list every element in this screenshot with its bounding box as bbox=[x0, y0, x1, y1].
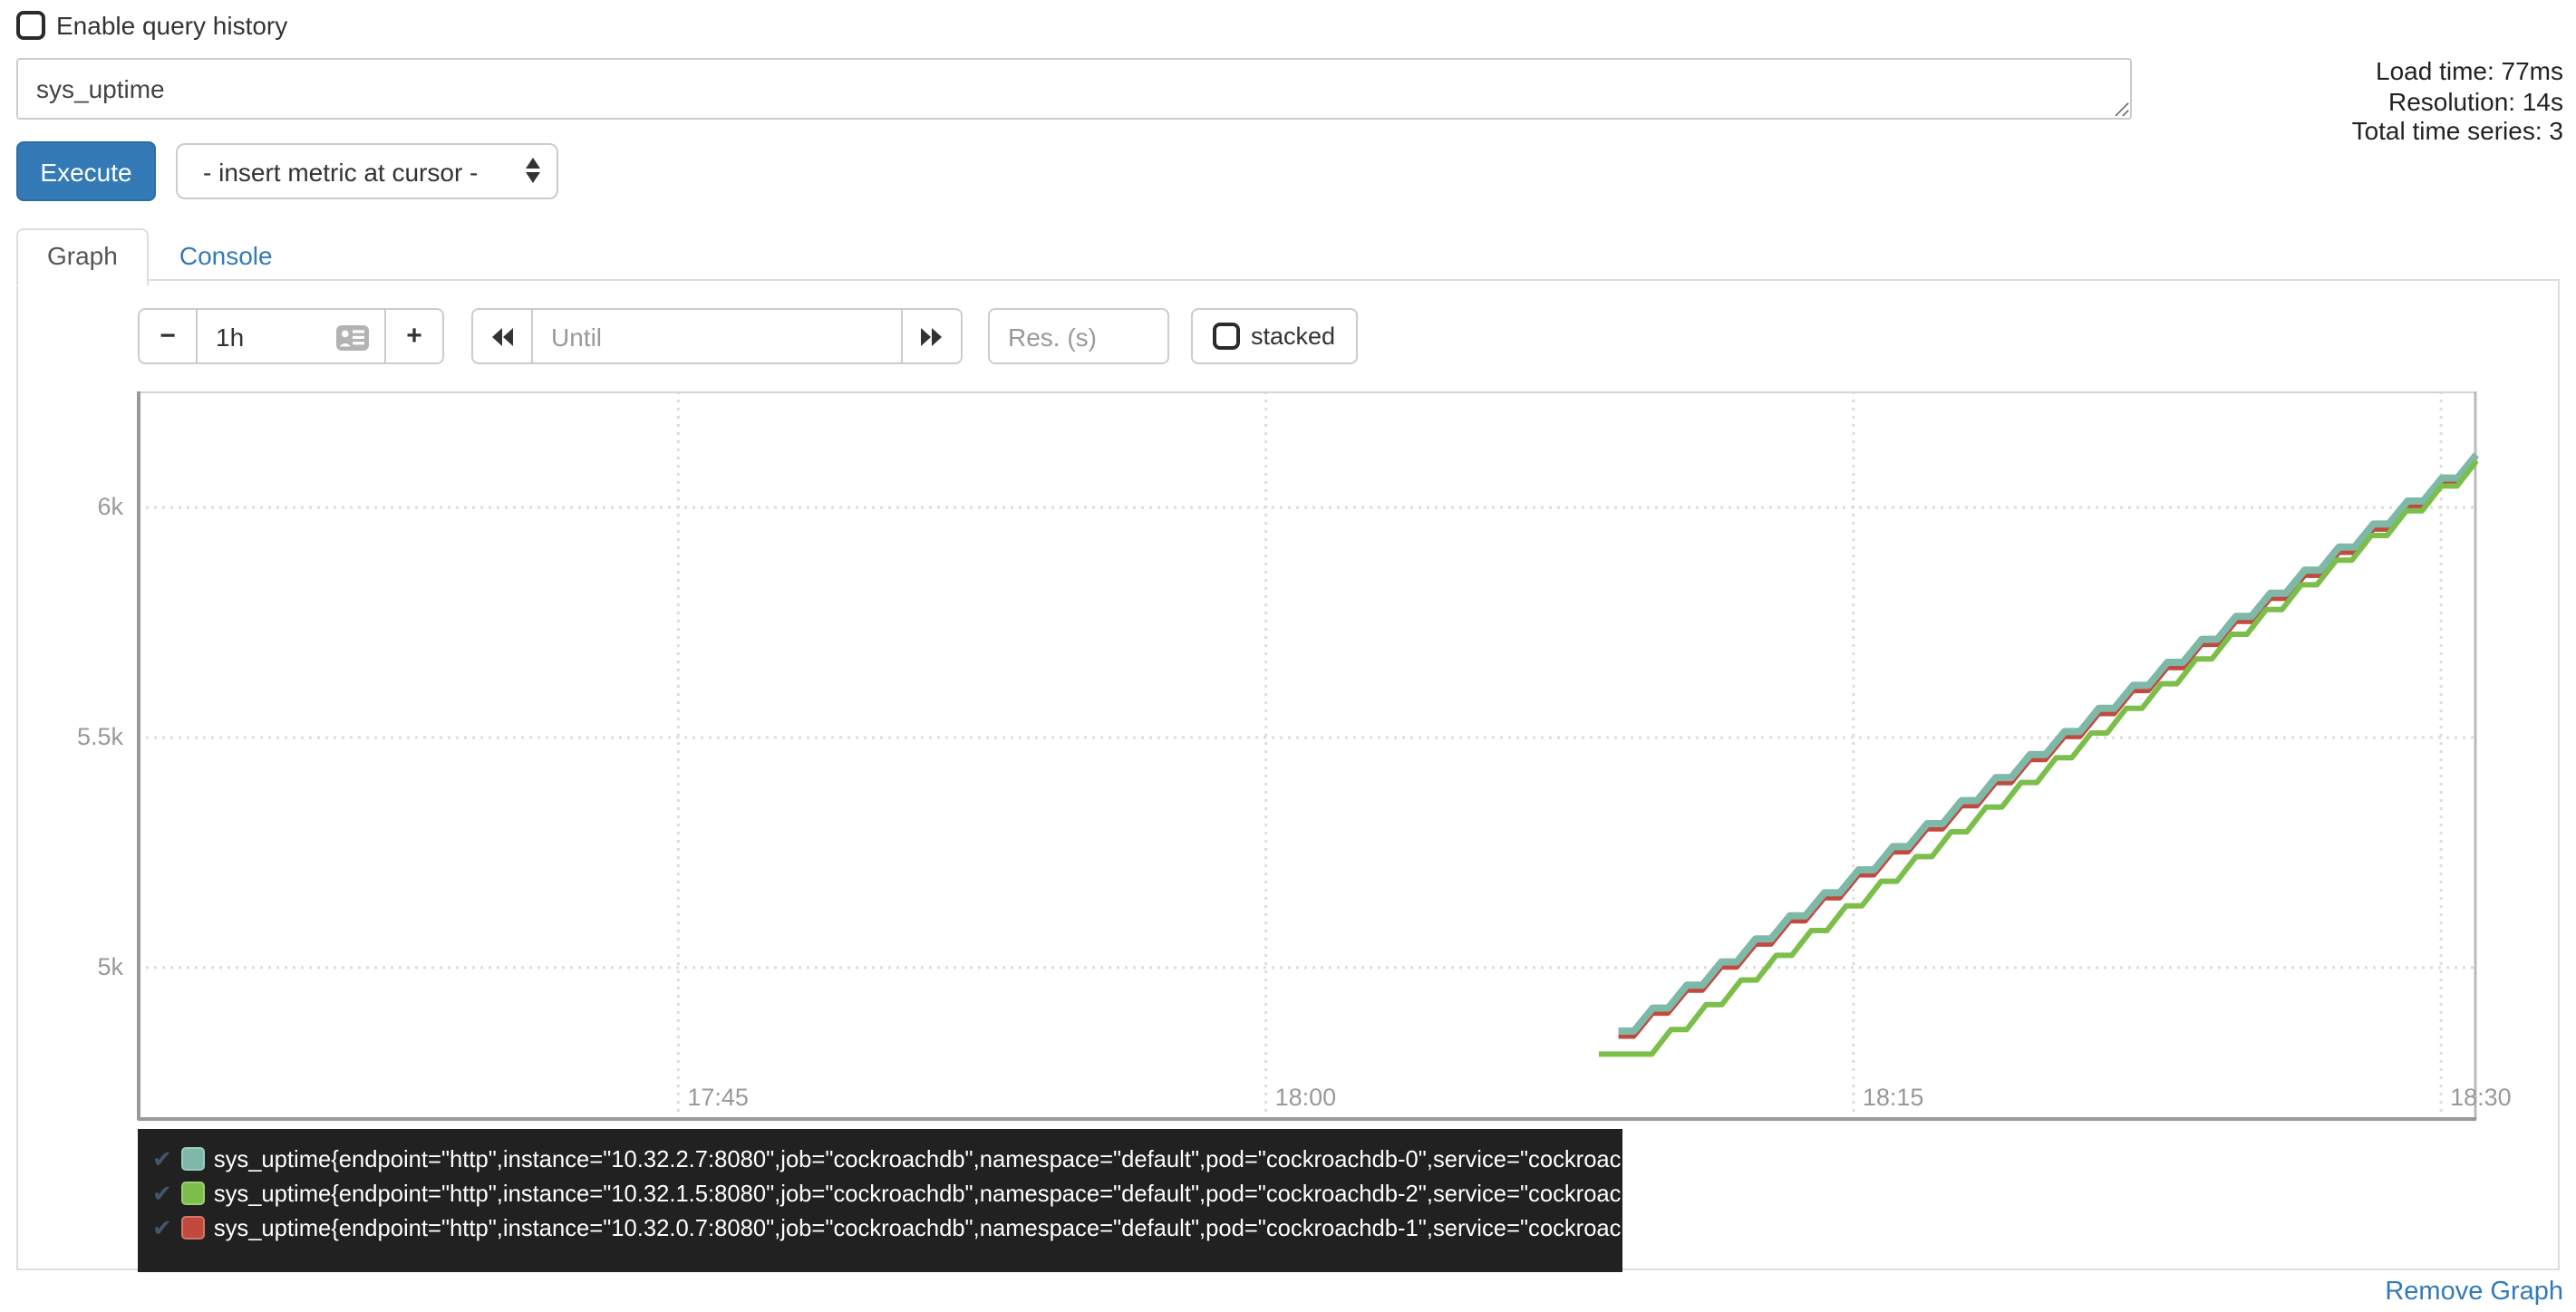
expression-input[interactable] bbox=[16, 58, 2132, 120]
res-placeholder: Res. (s) bbox=[1008, 322, 1097, 351]
svg-text:18:15: 18:15 bbox=[1863, 1084, 1924, 1111]
total-time-series: Total time series: 3 bbox=[2351, 116, 2563, 145]
chart-svg: 17:45 18:00 18:15 18:30 bbox=[137, 391, 2512, 1121]
tab-graph[interactable]: Graph bbox=[16, 228, 149, 286]
remove-graph-link[interactable]: Remove Graph bbox=[2385, 1278, 2563, 1307]
stacked-label: stacked bbox=[1251, 323, 1336, 350]
resolution-input[interactable]: Res. (s) bbox=[988, 308, 1169, 364]
legend-swatch bbox=[180, 1216, 205, 1240]
legend-series-label: sys_uptime{endpoint="http",instance="10.… bbox=[213, 1145, 1676, 1172]
select-arrows-icon bbox=[526, 158, 540, 183]
legend-check-icon: ✔ bbox=[152, 1180, 172, 1207]
view-tabs: Graph Console bbox=[16, 228, 304, 286]
rewind-icon bbox=[492, 327, 513, 345]
svg-text:17:45: 17:45 bbox=[687, 1084, 749, 1111]
legend-check-icon: ✔ bbox=[152, 1145, 172, 1172]
insert-metric-select[interactable]: - insert metric at cursor - bbox=[176, 143, 558, 199]
legend-row[interactable]: ✔ sys_uptime{endpoint="http",instance="10… bbox=[138, 1211, 1676, 1245]
time-forward-button[interactable] bbox=[901, 308, 963, 364]
y-tick-label: 5k bbox=[97, 952, 123, 980]
range-input-group: − 1h + bbox=[138, 308, 444, 364]
resolution: Resolution: 14s bbox=[2387, 86, 2563, 115]
range-value: 1h bbox=[216, 322, 245, 351]
graph-panel: − 1h + bbox=[16, 279, 2560, 1272]
chart-plot-area[interactable]: 17:45 18:00 18:15 18:30 bbox=[137, 391, 2512, 1122]
history-card-icon[interactable] bbox=[335, 324, 370, 357]
until-placeholder: Until bbox=[551, 322, 603, 351]
svg-text:18:00: 18:00 bbox=[1275, 1084, 1337, 1111]
tab-console[interactable]: Console bbox=[179, 241, 273, 270]
legend-series-label: sys_uptime{endpoint="http",instance="10.… bbox=[213, 1180, 1676, 1207]
y-tick-label: 5.5k bbox=[76, 722, 123, 750]
range-input[interactable]: 1h bbox=[196, 308, 386, 364]
legend-swatch bbox=[180, 1147, 205, 1171]
query-history-checkbox[interactable] bbox=[16, 11, 45, 40]
range-decrease-button[interactable]: − bbox=[138, 308, 198, 364]
graph-controls: − 1h + bbox=[138, 308, 1358, 364]
fast-forward-icon bbox=[921, 327, 942, 345]
query-history-label: Enable query history bbox=[56, 11, 288, 40]
legend-row[interactable]: ✔ sys_uptime{endpoint="http",instance="10… bbox=[138, 1142, 1676, 1176]
legend-series-label: sys_uptime{endpoint="http",instance="10.… bbox=[213, 1214, 1676, 1241]
query-stats: Load time: 77ms Resolution: 14s Total ti… bbox=[2352, 56, 2563, 146]
range-increase-button[interactable]: + bbox=[384, 308, 444, 364]
load-time: Load time: 77ms bbox=[2376, 56, 2563, 85]
time-back-button[interactable] bbox=[471, 308, 533, 364]
legend-check-icon: ✔ bbox=[152, 1214, 172, 1241]
insert-metric-label: - insert metric at cursor - bbox=[203, 157, 479, 186]
execute-button[interactable]: Execute bbox=[16, 141, 156, 201]
enable-query-history: Enable query history bbox=[16, 11, 287, 40]
until-input[interactable]: Until bbox=[531, 308, 903, 364]
chart-legend: ✔ sys_uptime{endpoint="http",instance="10… bbox=[138, 1129, 1676, 1272]
legend-row[interactable]: ✔ sys_uptime{endpoint="http",instance="10… bbox=[138, 1176, 1676, 1211]
stacked-checkbox[interactable] bbox=[1213, 323, 1240, 350]
legend-swatch bbox=[180, 1182, 205, 1205]
y-tick-label: 6k bbox=[97, 492, 123, 520]
stacked-toggle[interactable]: stacked bbox=[1191, 308, 1358, 364]
svg-text:18:30: 18:30 bbox=[2450, 1084, 2512, 1111]
time-input-group: Until bbox=[471, 308, 963, 364]
